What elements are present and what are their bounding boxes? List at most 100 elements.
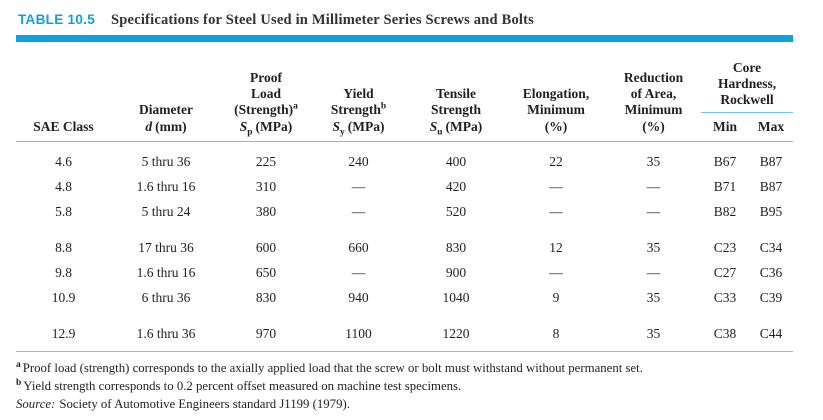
column-header-hardness-max: Max	[749, 112, 794, 142]
cell-sae-class: 4.6	[55, 153, 72, 169]
footnote-b-mark: b	[16, 377, 22, 388]
cell-elongation: 22	[549, 153, 563, 169]
cell-tensile-strength: 1220	[406, 310, 506, 353]
cell-elongation: 12	[549, 239, 563, 255]
footnote-a: a Proof load (strength) corresponds to th…	[16, 360, 806, 378]
cell-yield-strength: 940	[348, 290, 369, 306]
cell-hardness-min: C23	[713, 239, 737, 255]
cell-tensile-strength: 1040	[442, 290, 470, 306]
cell-tensile-strength: 830	[445, 239, 467, 255]
cell-diameter: 5 thru 36	[141, 153, 191, 169]
table-row: 9.8 1.6 thru 16 650 — 900 — — C27 C36	[16, 261, 793, 286]
cell-reduction-of-area: 35	[646, 153, 661, 169]
cell-elongation: —	[549, 204, 563, 220]
cell-proof-load: 650	[255, 265, 277, 280]
cell-sae-class: 12.9	[16, 310, 111, 353]
cell-reduction-of-area: 35	[646, 239, 661, 255]
cell-elongation: 8	[506, 310, 606, 353]
footnote-mark-b: b	[380, 101, 387, 112]
cell-hardness-min: C27	[713, 265, 737, 280]
cell-diameter: 1.6 thru 16	[136, 178, 196, 194]
source-note: Source: Society of Automotive Engineers s…	[16, 396, 806, 414]
cell-diameter: 1.6 thru 16	[136, 265, 196, 280]
table-header: SAE Class Diameter d (mm) Proof Load (Str…	[16, 44, 794, 142]
cell-tensile-strength: 400	[445, 153, 467, 169]
cell-proof-load: 830	[255, 290, 277, 306]
column-header-reduction-of-area: Reduction of Area, Minimum (%)	[606, 44, 701, 142]
column-header-elongation: Elongation, Minimum (%)	[506, 44, 606, 142]
cell-hardness-max: B95	[759, 204, 783, 220]
table-row: 4.6 5 thru 36 225 240 400 22 35 B67 B87	[16, 141, 793, 174]
cell-sae-class: 8.8	[55, 239, 72, 255]
cell-diameter: 5 thru 24	[141, 204, 191, 220]
cell-reduction-of-area: —	[646, 204, 661, 220]
cell-yield-strength: —	[351, 204, 366, 220]
source-text: Society of Automotive Engineers standard…	[59, 396, 350, 411]
footnote-b: b Yield strength corresponds to 0.2 perce…	[16, 378, 806, 396]
table-number-label: TABLE 10.5	[18, 12, 96, 27]
cell-proof-load: 600	[255, 239, 277, 255]
cell-sae-class: 9.8	[55, 265, 72, 280]
cell-hardness-max: C36	[759, 265, 783, 280]
cell-sae-class: 10.9	[51, 290, 76, 306]
cell-elongation: 9	[552, 290, 560, 306]
table-title: Specifications for Steel Used in Millime…	[111, 12, 535, 28]
footnotes: a Proof load (strength) corresponds to th…	[16, 360, 806, 414]
cell-tensile-strength: 420	[445, 178, 467, 194]
title-accent-bar	[16, 35, 793, 42]
cell-reduction-of-area: 35	[646, 290, 661, 306]
cell-sae-class: 4.8	[55, 178, 72, 194]
cell-elongation: —	[549, 265, 563, 280]
cell-yield-strength: 240	[348, 153, 369, 169]
cell-diameter: 1.6 thru 36	[111, 310, 221, 353]
column-header-diameter: Diameter d (mm)	[111, 44, 221, 142]
cell-elongation: —	[549, 178, 563, 194]
column-header-tensile-strength: Tensile Strength Su (MPa)	[406, 44, 506, 142]
cell-hardness-max: C44	[749, 310, 794, 353]
table-row: 8.8 17 thru 36 600 660 830 12 35 C23 C34	[16, 225, 793, 261]
footnote-a-mark: a	[16, 359, 21, 370]
footnote-a-text: Proof load (strength) corresponds to the…	[22, 361, 643, 376]
cell-proof-load: 310	[255, 178, 277, 194]
column-header-hardness-min: Min	[701, 112, 749, 142]
cell-hardness-min: B71	[713, 178, 737, 194]
cell-proof-load: 970	[221, 310, 311, 353]
column-header-sae-class: SAE Class	[16, 44, 111, 142]
cell-yield-strength: 1100	[311, 310, 406, 353]
table-row: 12.9 1.6 thru 36 970 1100 1220 8 35 C38 …	[16, 310, 794, 353]
cell-diameter: 17 thru 36	[138, 239, 194, 255]
cell-hardness-max: B87	[759, 153, 783, 169]
cell-diameter: 6 thru 36	[141, 290, 191, 306]
cell-yield-strength: —	[351, 265, 366, 280]
cell-hardness-min: B82	[713, 204, 737, 220]
column-header-proof-load: Proof Load (Strength)a Sp (MPa)	[221, 44, 311, 142]
cell-tensile-strength: 520	[445, 204, 467, 220]
cell-hardness-min: B67	[713, 153, 737, 169]
table-caption: TABLE 10.5 Specifications for Steel Used…	[18, 12, 809, 29]
cell-proof-load: 225	[255, 153, 277, 169]
table-row: 5.8 5 thru 24 380 — 520 — — B82 B95	[16, 200, 793, 225]
cell-proof-load: 380	[255, 204, 277, 220]
cell-reduction-of-area: —	[646, 265, 661, 280]
cell-hardness-min: C38	[701, 310, 749, 353]
cell-hardness-max: C39	[759, 290, 783, 306]
cell-tensile-strength: 900	[445, 265, 467, 280]
footnote-b-text: Yield strength corresponds to 0.2 percen…	[23, 378, 462, 393]
cell-reduction-of-area: —	[646, 178, 661, 194]
footnote-mark-a: a	[293, 101, 298, 112]
cell-hardness-max: C34	[759, 239, 783, 255]
column-header-core-hardness: Core Hardness, Rockwell	[701, 44, 794, 113]
specifications-table: SAE Class Diameter d (mm) Proof Load (Str…	[16, 44, 794, 353]
cell-yield-strength: —	[351, 178, 366, 194]
cell-reduction-of-area: 35	[606, 310, 701, 353]
table-body: 4.6 5 thru 36 225 240 400 22 35 B67 B87 …	[16, 141, 794, 353]
source-label: Source:	[16, 396, 56, 411]
cell-sae-class: 5.8	[55, 204, 72, 220]
cell-yield-strength: 660	[348, 239, 369, 255]
table-row: 10.9 6 thru 36 830 940 1040 9 35 C33 C39	[16, 286, 793, 311]
column-header-yield-strength: Yield Strengthb Sy (MPa)	[311, 44, 406, 142]
cell-hardness-min: C33	[713, 290, 737, 306]
table-row: 4.8 1.6 thru 16 310 — 420 — — B71 B87	[16, 174, 793, 199]
cell-hardness-max: B87	[759, 178, 783, 194]
